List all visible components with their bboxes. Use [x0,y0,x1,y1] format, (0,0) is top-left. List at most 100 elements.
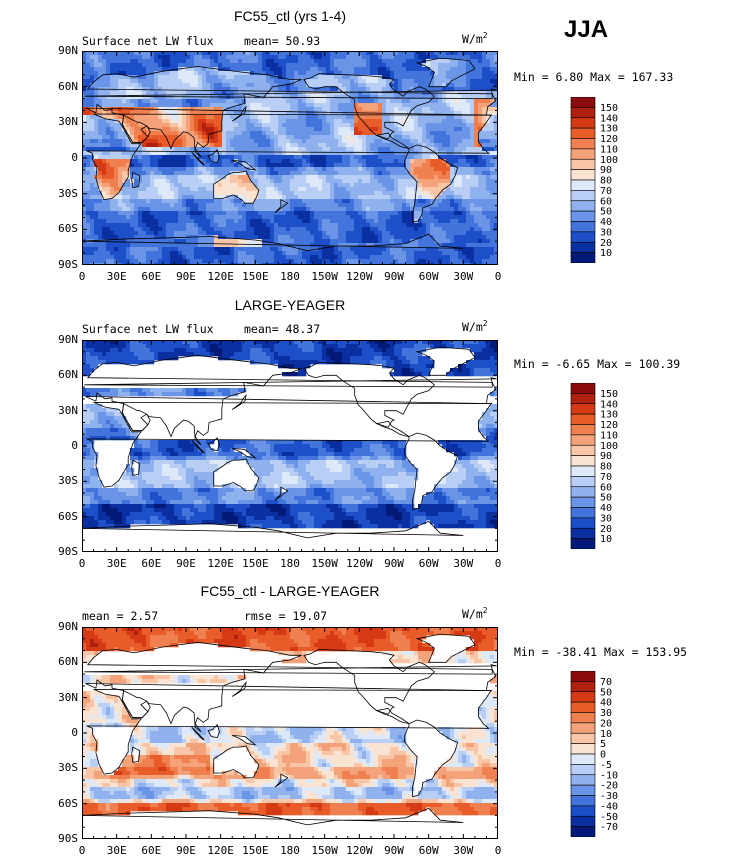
colorbar-label: 140 [600,399,618,410]
colorbar-label: 70 [600,186,612,197]
colorbar-label: -10 [600,770,618,781]
x-tick-label: 150W [311,844,338,857]
colorbar-swatch [570,383,596,394]
colorbar-label: 10 [600,729,612,740]
panel-2-map [82,340,498,552]
y-tick-label: 0 [71,151,78,164]
x-tick-label: 60E [141,844,162,857]
x-tick-label: 30W [453,270,474,283]
colorbar-label: 70 [600,472,612,483]
colorbar-label: 10 [600,534,612,545]
panel-3-rmse: rmse = 19.07 [244,609,328,623]
y-tick-label: 30S [58,186,78,200]
y-tick-label: 90S [58,832,78,845]
colorbar-label: 60 [600,196,612,207]
x-tick-label: 120W [346,270,373,283]
colorbar-swatch [570,681,596,693]
panel-2-title: LARGE-YEAGER [234,297,346,313]
colorbar-swatch [570,138,596,150]
colorbar-swatch [570,712,596,724]
y-tick-label: 90S [58,258,78,271]
colorbar-label: 110 [600,430,618,441]
colorbar-label: 100 [600,441,618,452]
colorbar-swatch [570,424,596,436]
y-tick-label: 90S [58,545,78,558]
panel-3-map [82,627,498,839]
colorbar-label: 120 [600,134,618,145]
panel-2-mean: mean= 48.37 [244,322,321,336]
x-tick-label: 180 [280,844,300,857]
x-tick-label: 120E [207,844,234,857]
y-tick-label: 30N [58,403,78,417]
colorbar-swatch [570,97,596,108]
panel-1-minmax: Min = 6.80 Max = 167.33 [514,70,674,84]
colorbar-swatch [570,753,596,765]
colorbar-label: 30 [600,708,612,719]
colorbar-swatch [570,158,596,170]
colorbar-label: 130 [600,124,618,135]
colorbar-label: 60 [600,482,612,493]
colorbar-swatch [570,496,596,508]
x-tick-label: 120E [207,270,234,283]
y-tick-label: 30S [58,474,78,488]
colorbar-label: 40 [600,698,612,709]
colorbar-swatch [570,764,596,776]
colorbar-swatch [570,795,596,807]
colorbar-swatch [570,179,596,191]
x-tick-label: 30E [106,557,127,570]
colorbar-label: 40 [600,217,612,228]
panel-3-minmax: Min = -38.41 Max = 153.95 [514,645,688,659]
x-tick-label: 90W [384,270,404,283]
x-tick-label: 90W [384,557,404,570]
colorbar-label: 70 [600,677,612,688]
colorbar-swatch [570,701,596,713]
y-tick-label: 0 [71,439,78,452]
colorbar-swatch [570,107,596,119]
y-tick-label: 60N [58,655,78,669]
panel-2-units: W/m2 [462,319,488,334]
x-tick-label: 0 [78,270,86,283]
panel-3-mean: mean = 2.57 [82,609,159,623]
colorbar-label: 0 [600,750,606,761]
colorbar-label: 150 [600,389,618,400]
x-tick-label: 30W [453,844,474,857]
x-tick-label: 150W [311,270,338,283]
y-tick-label: 60S [58,796,78,810]
colorbar-label: 20 [600,238,612,249]
colorbar-swatch [570,527,596,539]
colorbar-swatch [570,805,596,817]
colorbar-swatch [570,671,596,682]
x-tick-label: 90E [176,270,196,283]
colorbar-label: 40 [600,503,612,514]
colorbar-label: 10 [600,248,612,259]
colorbar-swatch [570,200,596,212]
x-tick-label: 0 [494,557,502,570]
colorbar-label: 50 [600,493,612,504]
colorbar-label: 20 [600,718,612,729]
colorbar-label: 100 [600,155,618,166]
x-tick-label: 60W [418,557,439,570]
y-tick-label: 60S [58,509,78,523]
colorbar-swatch [570,722,596,734]
colorbar-swatch [570,241,596,253]
colorbar-swatch [570,221,596,233]
coastlines [82,57,497,265]
x-tick-label: 0 [78,557,86,570]
x-tick-label: 60E [141,557,162,570]
colorbar-label: -5 [600,760,612,771]
x-tick-label: 90E [176,844,196,857]
colorbar-label: 5 [600,739,606,750]
colorbar-swatch [570,434,596,446]
colorbar-swatch [570,169,596,181]
y-tick-label: 60N [58,368,78,382]
y-tick-label: 90N [58,620,78,633]
colorbar-swatch [570,538,596,549]
colorbar-label: -40 [600,801,618,812]
colorbar-swatch [570,732,596,744]
y-tick-label: 60S [58,222,78,236]
colorbar-label: -20 [600,781,618,792]
contour-field [82,340,498,529]
panel-2-left-label: Surface net LW flux [82,322,214,336]
colorbar-label: 20 [600,524,612,535]
